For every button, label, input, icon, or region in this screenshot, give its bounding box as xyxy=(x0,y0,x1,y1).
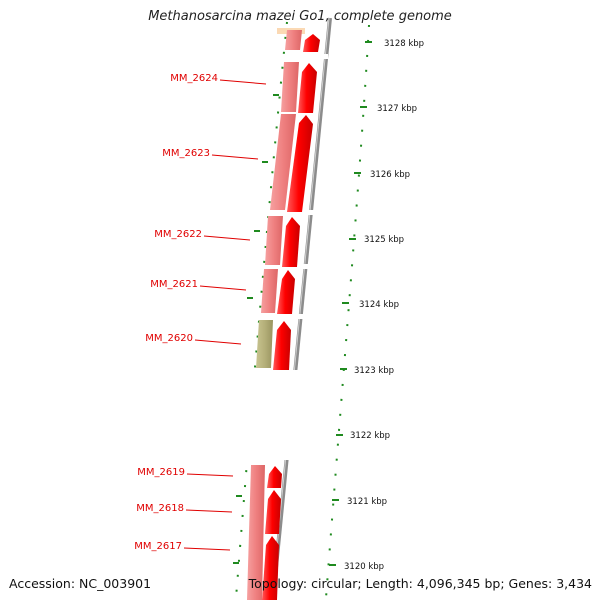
scale-label: 3122 kbp xyxy=(350,431,390,441)
gene-leader-line xyxy=(211,154,259,160)
feature-block-2625 xyxy=(285,30,302,50)
gene-arrow-2618[interactable] xyxy=(265,490,281,534)
gene-label-mm2624[interactable]: MM_2624 xyxy=(170,73,218,84)
gene-leader-line xyxy=(183,547,231,551)
gene-label-mm2620[interactable]: MM_2620 xyxy=(145,333,193,344)
feature-block-2622 xyxy=(265,216,283,265)
gene-arrow-2624[interactable] xyxy=(298,63,317,113)
sequence-backbone xyxy=(271,17,332,599)
feature-block-2620 xyxy=(256,320,273,368)
gene-arrows xyxy=(262,34,320,600)
scale-label: 3125 kbp xyxy=(364,235,404,245)
gene-label-mm2619[interactable]: MM_2619 xyxy=(137,467,185,478)
feature-block-2621 xyxy=(261,269,278,313)
gene-leader-line xyxy=(186,473,234,477)
gene-labels: MM_2624 MM_2623 MM_2622 MM_2621 MM_2620 … xyxy=(134,73,267,552)
gene-leader-line xyxy=(203,235,251,241)
gene-leader-line xyxy=(194,339,242,345)
gene-label-mm2618[interactable]: MM_2618 xyxy=(136,503,184,514)
outer-major-ticks xyxy=(329,41,372,566)
scale-label: 3128 kbp xyxy=(384,39,424,49)
gene-arrow-2619[interactable] xyxy=(267,466,282,488)
feature-track xyxy=(247,30,302,600)
feature-block-2624 xyxy=(281,62,299,112)
scale-labels: 3128 kbp 3127 kbp 3126 kbp 3125 kbp 3124… xyxy=(344,39,424,572)
gene-leader-line xyxy=(199,285,247,291)
scale-label: 3127 kbp xyxy=(377,104,417,114)
scale-label: 3124 kbp xyxy=(359,300,399,310)
outer-ruler xyxy=(325,24,370,599)
scale-label: 3121 kbp xyxy=(347,497,387,507)
feature-block-2619 xyxy=(247,465,265,600)
gene-arrow-2623[interactable] xyxy=(287,115,313,212)
gene-arrow-2617[interactable] xyxy=(262,536,279,600)
scale-label: 3123 kbp xyxy=(354,366,394,376)
gene-leader-line xyxy=(219,79,267,85)
gene-label-mm2623[interactable]: MM_2623 xyxy=(162,148,210,159)
gene-arrow-2621[interactable] xyxy=(277,270,295,314)
scale-label: 3120 kbp xyxy=(344,562,384,572)
scale-label: 3126 kbp xyxy=(370,170,410,180)
map-title: Methanosarcina mazei Go1, complete genom… xyxy=(148,9,452,24)
feature-block-2623 xyxy=(270,114,296,210)
gene-label-mm2622[interactable]: MM_2622 xyxy=(154,229,202,240)
inner-ruler xyxy=(235,21,288,599)
gene-arrow-2622[interactable] xyxy=(282,217,300,267)
gene-label-mm2617[interactable]: MM_2617 xyxy=(134,541,182,552)
topology-text: Topology: circular; Length: 4,096,345 bp… xyxy=(248,576,592,591)
gene-arrow-2620[interactable] xyxy=(273,321,291,370)
accession-text: Accession: NC_003901 xyxy=(9,576,152,591)
gene-arrow-2625[interactable] xyxy=(303,34,320,52)
gene-leader-line xyxy=(185,509,233,513)
gene-label-mm2621[interactable]: MM_2621 xyxy=(150,279,198,290)
